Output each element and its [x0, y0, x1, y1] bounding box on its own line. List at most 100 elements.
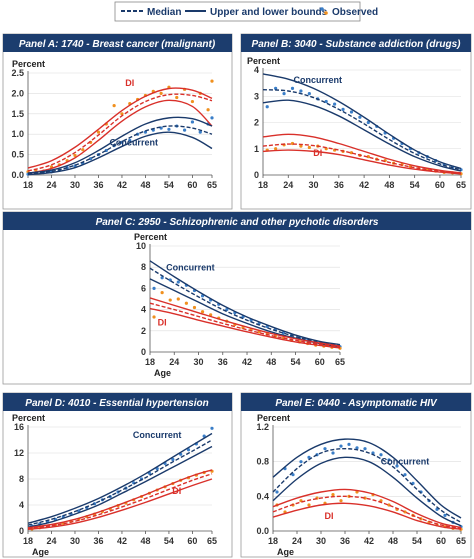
panel-e-xtick-label: 54 [412, 536, 422, 546]
panel-d-observed-point-concurrent [186, 448, 191, 452]
panel-a-observed-point-concurrent [198, 130, 202, 134]
panel-b-ylabel: Percent [247, 56, 280, 66]
panel-e-observed-point-concurrent [443, 513, 447, 518]
panel-a-di-upper-line [27, 87, 213, 169]
panel-d-ylabel: Percent [12, 413, 45, 423]
panel-b-observed-point-di [274, 147, 278, 151]
panel-b-annotation-concurrent: Concurrent [294, 75, 343, 85]
panel-a-header [3, 34, 232, 52]
panel-d-xtick-label: 30 [70, 536, 80, 546]
panel-c-observed-point-concurrent [176, 280, 180, 284]
panel-b-observed-point-concurrent [349, 110, 354, 114]
panel-d-xtick-label: 36 [93, 536, 103, 546]
panel-a-di-median-line [27, 93, 213, 172]
panel-d-xtick-label: 24 [46, 536, 56, 546]
panel-e-ytick-label: 0.0 [256, 526, 269, 536]
panel-a-observed-point-concurrent [210, 116, 214, 120]
panel-e-observed-point-di [363, 496, 367, 500]
panel-a-observed-point-di [206, 108, 210, 112]
panel-c-concurrent-median-line [149, 267, 341, 347]
panel-d-header [3, 393, 232, 411]
panel-b-frame [240, 33, 472, 210]
panel-b: Panel B: 3040 - Substance addiction (dru… [240, 33, 472, 210]
panel-a-xtick-label: 60 [187, 180, 197, 190]
panel-e-observed-point-concurrent [363, 447, 367, 451]
panel-e-frame [240, 392, 472, 558]
panel-c-annotation-concurrent: Concurrent [166, 262, 215, 272]
panel-c-xtick-label: 18 [145, 357, 155, 367]
panel-c-di-lower-line [149, 307, 341, 349]
panel-a-observed-point-di [175, 95, 179, 100]
panel-a-observed-point-concurrent [128, 138, 132, 142]
panel-a-ylabel: Percent [12, 59, 45, 69]
panel-d-ytick-label: 8 [19, 474, 24, 484]
legend-median-label: Median [147, 7, 181, 18]
panel-e-observed-point-di [339, 499, 343, 503]
panel-a-xtick-label: 36 [93, 180, 103, 190]
panel-c-observed-point-di [168, 298, 172, 302]
panel-a-xtick-label: 24 [46, 180, 56, 190]
panel-e-observed-point-concurrent [347, 442, 351, 446]
panel-c-observed-point-concurrent [152, 286, 156, 290]
panel-e-ylabel: Percent [257, 413, 290, 423]
panel-e-xlabel: Age [277, 547, 294, 557]
panel-b-title: Panel B: 3040 - Substance addiction (dru… [252, 39, 462, 50]
panel-a-ytick-label: 1.0 [11, 129, 24, 139]
panel-b-ytick-label: 1 [254, 144, 259, 154]
panel-e-ytick-label: 1.2 [256, 422, 269, 432]
panel-a-di-lower-line [27, 99, 213, 175]
panel-c: Panel C: 2950 - Schizophrenic and other … [2, 211, 472, 385]
panel-a-annotation-di: DI [125, 78, 134, 88]
panel-e-concurrent-lower-line [272, 456, 462, 527]
legend-observed-dot-orange [324, 11, 328, 15]
panel-a-observed-point-di [73, 153, 77, 158]
panel-c-ylabel: Percent [134, 232, 167, 242]
panel-c-xtick-label: 42 [242, 357, 252, 367]
panel-a-observed-point-concurrent [182, 128, 187, 132]
panel-c-annotation-di: DI [158, 318, 167, 328]
panel-a-title: Panel A: 1740 - Breast cancer (malignant… [19, 39, 216, 50]
panel-b-observed-point-concurrent [333, 102, 337, 106]
panel-a-concurrent-median-line [27, 125, 213, 175]
panel-b-ytick-label: 0 [254, 170, 259, 180]
legend-box [114, 1, 361, 22]
panel-d-observed-point-concurrent [171, 457, 175, 462]
panel-c-concurrent-upper-line [149, 260, 341, 346]
panel-b-ytick-label: 3 [254, 91, 259, 101]
panel-b-di-median-line [262, 143, 462, 175]
panel-b-observed-point-concurrent [290, 86, 295, 90]
panel-e-observed-point-concurrent [323, 447, 327, 451]
panel-b-observed-point-concurrent [265, 105, 269, 109]
panel-e-observed-point-concurrent [291, 473, 295, 477]
panel-d-di-lower-line [27, 478, 213, 531]
panel-b-annotation-di: DI [313, 148, 322, 158]
panel-e-concurrent-upper-line [272, 438, 462, 519]
panel-e-observed-point-concurrent [331, 451, 335, 455]
panel-b-observed-point-di [307, 145, 311, 150]
panel-b-concurrent-lower-line [262, 99, 462, 172]
panel-c-observed-point-di [160, 291, 164, 295]
panel-e-observed-point-concurrent [275, 490, 279, 494]
panel-c-di-median-line [149, 302, 341, 348]
panel-a-annotation-concurrent: Concurrent [109, 138, 158, 148]
panel-a-observed-point-di [190, 99, 195, 104]
panel-e-observed-point-concurrent [299, 460, 303, 464]
panel-b-di-lower-line [262, 149, 462, 175]
panel-a-ytick-label: 2.0 [11, 88, 24, 98]
panel-e-xtick-label: 24 [292, 536, 302, 546]
panel-c-frame [2, 211, 472, 385]
panel-b-observed-point-concurrent [299, 89, 303, 93]
panel-e-observed-point-di [331, 493, 335, 497]
panel-d-xtick-label: 42 [117, 536, 127, 546]
panel-c-xtick-label: 65 [335, 357, 345, 367]
panel-d-observed-point-concurrent [210, 426, 214, 430]
panel-a-ytick-label: 0.5 [11, 150, 24, 160]
panel-e-xtick-label: 65 [456, 536, 466, 546]
panel-b-observed-point-concurrent [274, 86, 278, 90]
panel-d-xtick-label: 54 [164, 536, 174, 546]
panel-e-ytick-label: 0.8 [256, 457, 269, 467]
panel-e-observed-point-concurrent [379, 453, 383, 457]
panel-e-xtick-label: 60 [436, 536, 446, 546]
panel-e: Panel E: 0440 - Asymptomatic HIV 0.0 0.4 0… [240, 392, 472, 558]
